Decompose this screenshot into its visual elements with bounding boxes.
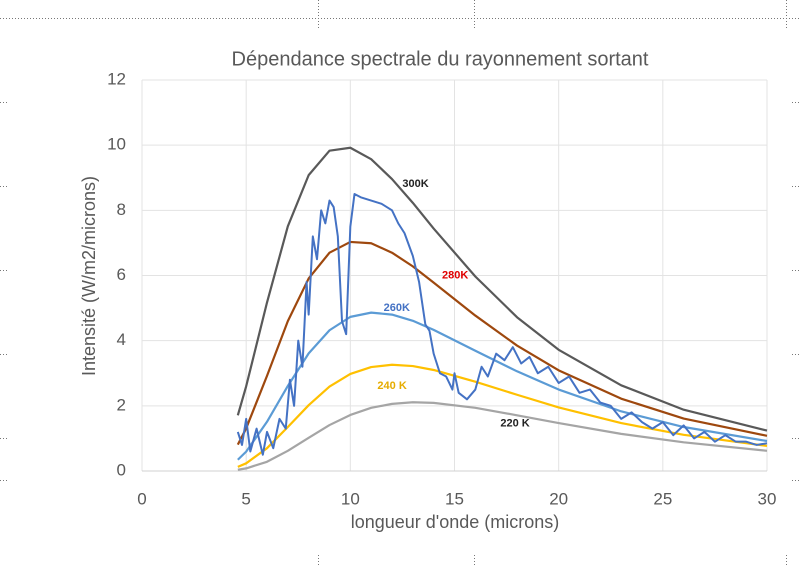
x-axis-label: longueur d'onde (microns)	[351, 512, 560, 532]
y-axis-label: Intensité (W/m2/microns)	[79, 176, 99, 376]
series-label: 220 K	[500, 418, 529, 430]
x-tick-label: 25	[653, 489, 672, 508]
series-line	[237, 311, 768, 461]
y-tick-label: 4	[117, 330, 126, 349]
series-line	[236, 146, 768, 432]
x-tick-label: 5	[241, 489, 250, 508]
x-tick-label: 30	[758, 489, 777, 508]
y-tick-label: 2	[117, 395, 126, 414]
x-tick-label: 15	[445, 489, 464, 508]
series-line	[237, 401, 768, 471]
series-line	[236, 193, 768, 456]
y-tick-label: 8	[117, 200, 126, 219]
y-tick-label: 12	[107, 69, 126, 88]
series-line	[236, 240, 768, 446]
x-tick-label: 20	[549, 489, 568, 508]
x-tick-label: 0	[137, 489, 146, 508]
chart-title: Dépendance spectrale du rayonnement sort…	[232, 48, 649, 70]
series-line	[237, 363, 768, 468]
x-tick-label: 10	[341, 489, 360, 508]
series-label: 280K	[442, 269, 468, 281]
y-tick-label: 0	[117, 460, 126, 479]
y-tick-label: 10	[107, 135, 126, 154]
series-label: 300K	[402, 178, 428, 190]
y-tick-label: 6	[117, 265, 126, 284]
series-label: 240 K	[377, 380, 406, 392]
series-label: 260K	[384, 302, 410, 314]
chart-area	[8, 30, 792, 555]
